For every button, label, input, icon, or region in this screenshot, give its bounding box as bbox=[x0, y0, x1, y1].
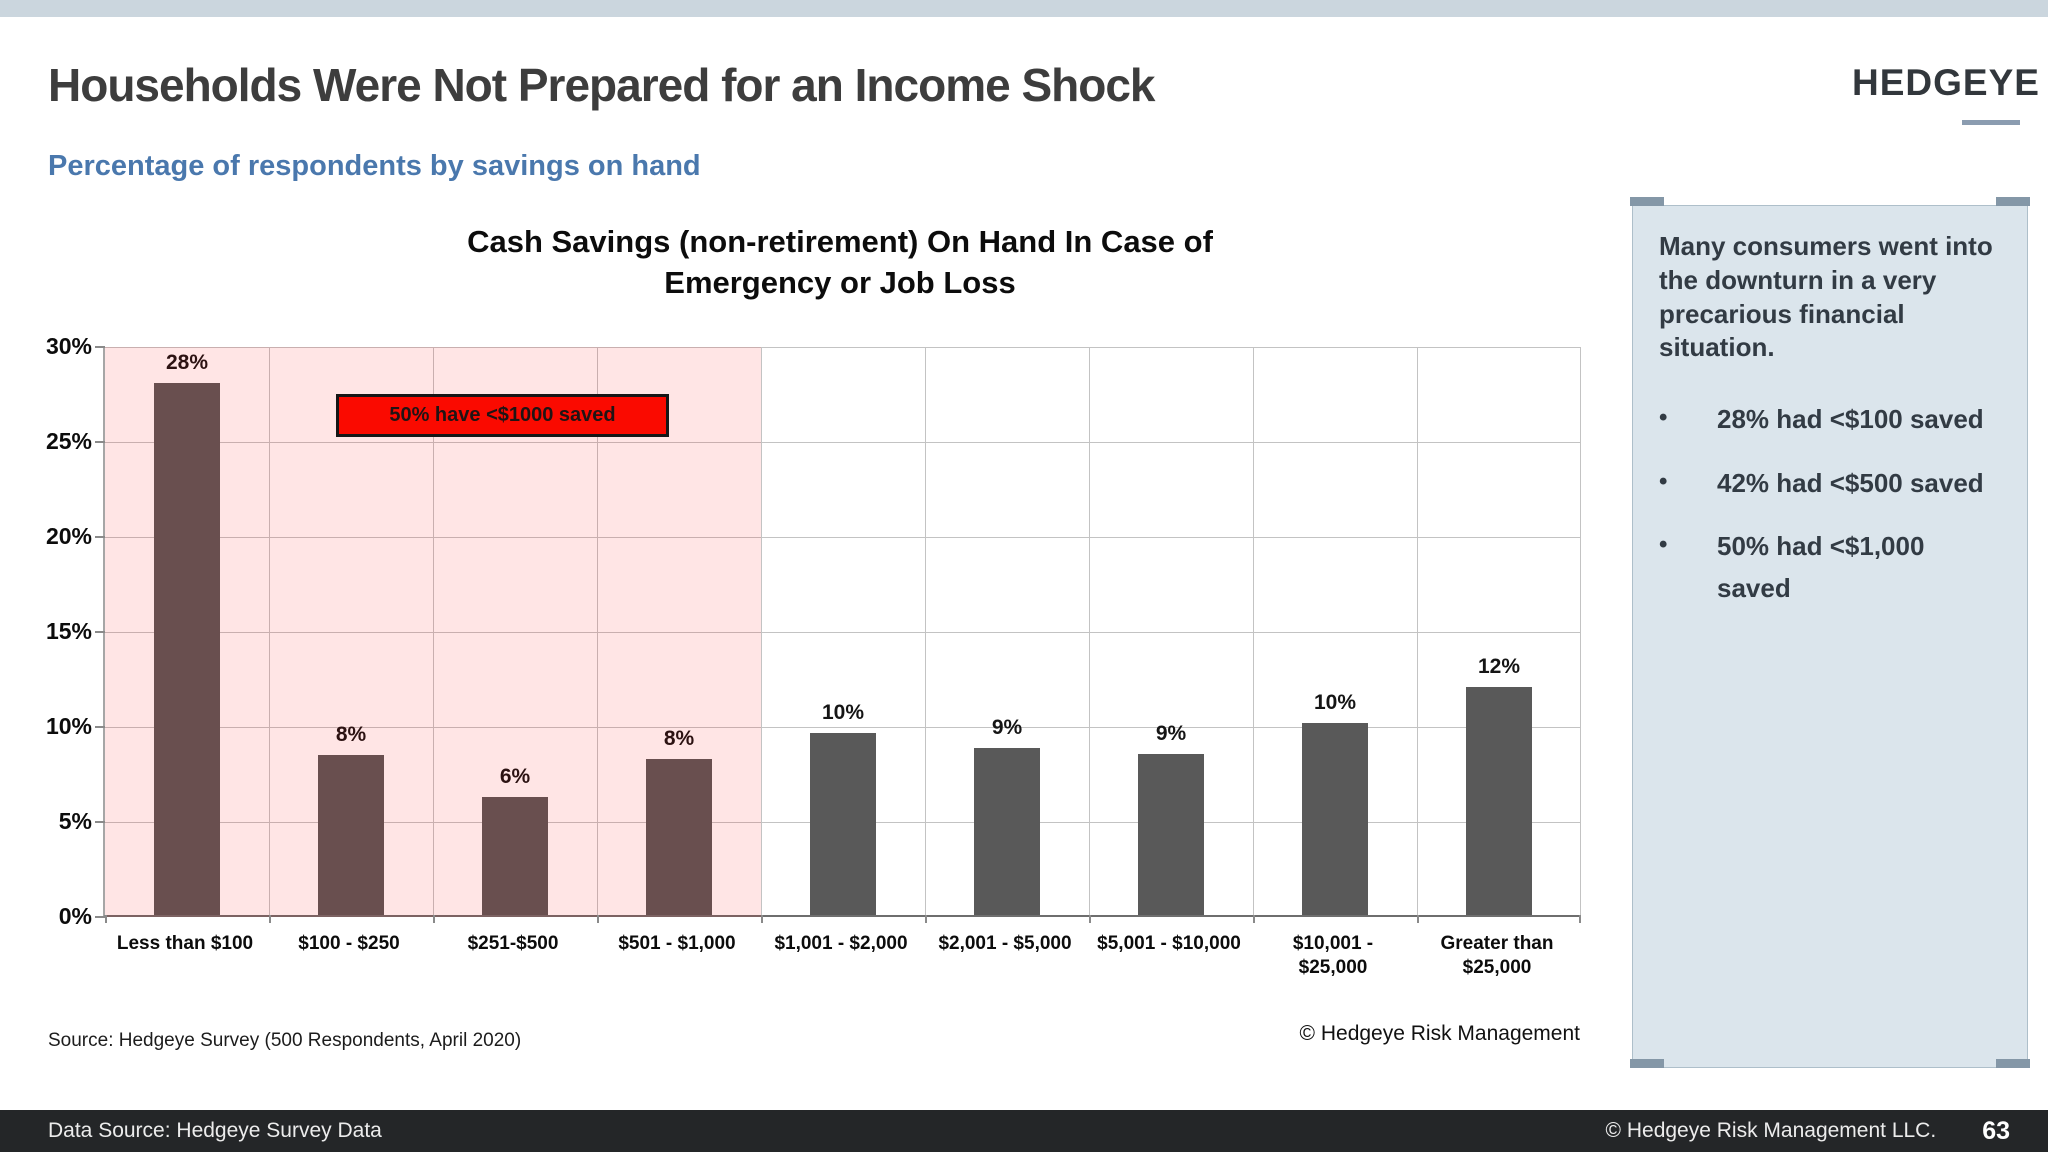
bar-value-label: 28% bbox=[165, 351, 209, 374]
bullet-dot: • bbox=[1659, 404, 1668, 432]
x-axis-tick bbox=[925, 915, 927, 923]
gridline-vertical bbox=[1580, 347, 1581, 917]
y-axis-label: 20% bbox=[45, 523, 92, 549]
x-axis-tick bbox=[1089, 915, 1091, 923]
bar-value-label: 6% bbox=[499, 765, 531, 789]
page-number: 63 bbox=[1982, 1116, 2010, 1145]
highlight-region bbox=[105, 347, 761, 917]
bar-chart-plot-area: 28% 8% 6% 8% 10% 9% 9% 10% 12% 50% have <$1000 sa… bbox=[95, 346, 1581, 923]
bar-value-label: 8% bbox=[663, 727, 695, 751]
panel-corner-tab bbox=[1630, 197, 1664, 206]
bullet-text: 42% had <$500 saved bbox=[1717, 467, 1984, 498]
gridline-horizontal bbox=[105, 727, 1581, 728]
panel-corner-tab bbox=[1996, 197, 2030, 206]
footer-bar: Data Source: Hedgeye Survey Data © Hedge… bbox=[0, 1110, 2048, 1152]
x-axis-tick bbox=[1253, 915, 1255, 923]
gridline-horizontal bbox=[105, 442, 1581, 443]
bar-1 bbox=[154, 383, 220, 915]
chart-copyright: © Hedgeye Risk Management bbox=[1299, 1022, 1580, 1045]
gridline-horizontal bbox=[105, 347, 1581, 348]
annotation-text: 50% have <$1000 saved bbox=[389, 404, 616, 426]
gridline-horizontal bbox=[105, 632, 1581, 633]
y-axis-tick bbox=[95, 631, 105, 633]
gridline-vertical bbox=[1089, 347, 1090, 917]
x-axis-tick bbox=[1417, 915, 1419, 923]
y-axis-label: 0% bbox=[58, 903, 92, 929]
bullet-text: 28% had <$100 saved bbox=[1717, 404, 1984, 435]
callout-bullet-list: • 28% had <$100 saved • 42% had <$500 saved… bbox=[1659, 399, 2001, 609]
bullet-dot: • bbox=[1659, 531, 1668, 559]
hedgeye-logo-text: HEDGEYE bbox=[1852, 62, 2040, 103]
bar-6 bbox=[974, 747, 1040, 915]
bar-2 bbox=[318, 755, 384, 915]
gridline-vertical bbox=[925, 347, 926, 917]
footer-copyright: © Hedgeye Risk Management LLC. bbox=[1605, 1119, 1937, 1142]
x-axis-category-label: $10,001 - $25,000 bbox=[1292, 933, 1374, 978]
source-note: Source: Hedgeye Survey (500 Respondents,… bbox=[48, 1030, 522, 1051]
page-subtitle: Percentage of respondents by savings on … bbox=[48, 150, 701, 182]
bar-5 bbox=[810, 732, 876, 915]
y-axis-tick bbox=[95, 441, 105, 443]
x-axis-category-label: $100 - $250 bbox=[298, 933, 400, 954]
gridline-vertical bbox=[433, 347, 434, 917]
gridline-vertical bbox=[761, 347, 762, 917]
y-axis-label: 25% bbox=[45, 428, 92, 454]
bar-4 bbox=[646, 759, 712, 915]
callout-intro-text: Many consumers went into the downturn in… bbox=[1659, 231, 1993, 363]
page-title: Households Were Not Prepared for an Inco… bbox=[48, 59, 1156, 111]
chart-title: Cash Savings (non-retirement) On Hand In… bbox=[467, 224, 1213, 300]
x-axis-category-label: $251-$500 bbox=[467, 933, 559, 954]
bar-7 bbox=[1138, 753, 1204, 915]
y-axis-tick bbox=[95, 726, 105, 728]
x-axis-tick bbox=[105, 915, 107, 923]
gridline-vertical bbox=[1417, 347, 1418, 917]
gridline-vertical bbox=[1253, 347, 1254, 917]
bar-3 bbox=[482, 797, 548, 915]
bar-value-label: 10% bbox=[821, 700, 865, 724]
bar-value-label: 12% bbox=[1477, 655, 1521, 678]
callout-bullet: • 50% had <$1,000 saved bbox=[1659, 526, 2001, 609]
callout-bullet: • 42% had <$500 saved bbox=[1659, 463, 2001, 505]
y-axis-label: 30% bbox=[45, 333, 92, 359]
y-axis-tick bbox=[95, 346, 105, 348]
hedgeye-logo: HEDGEYE bbox=[1852, 62, 2040, 125]
x-axis-category-label: $2,001 - $5,000 bbox=[938, 933, 1072, 954]
x-axis-tick bbox=[761, 915, 763, 923]
y-axis-label: 15% bbox=[45, 618, 92, 644]
gridline-vertical bbox=[269, 347, 270, 917]
callout-panel: Many consumers went into the downturn in… bbox=[1630, 197, 2030, 1068]
x-axis-category-label: $1,001 - $2,000 bbox=[774, 933, 908, 954]
callout-bullet: • 28% had <$100 saved bbox=[1659, 399, 2001, 441]
top-accent-strip bbox=[0, 0, 2048, 17]
annotation-box: 50% have <$1000 saved bbox=[336, 394, 669, 437]
bar-value-label: 8% bbox=[335, 723, 367, 747]
x-axis-category-label: $501 - $1,000 bbox=[618, 933, 736, 954]
hedgeye-logo-underline bbox=[1962, 120, 2020, 125]
x-axis-category-label: Greater than $25,000 bbox=[1440, 933, 1554, 978]
bullet-dot: • bbox=[1659, 467, 1668, 495]
x-axis-tick bbox=[269, 915, 271, 923]
y-axis-tick bbox=[95, 821, 105, 823]
y-axis-tick bbox=[95, 536, 105, 538]
gridline-horizontal bbox=[105, 537, 1581, 538]
y-axis-tick bbox=[95, 916, 105, 918]
x-axis-tick bbox=[597, 915, 599, 923]
bar-8 bbox=[1302, 723, 1368, 915]
panel-corner-tab bbox=[1630, 1059, 1664, 1068]
bullet-text: 50% had <$1,000 saved bbox=[1717, 531, 1925, 603]
x-axis-tick bbox=[1579, 915, 1581, 923]
panel-corner-tab bbox=[1996, 1059, 2030, 1068]
bar-value-label: 9% bbox=[1155, 721, 1187, 745]
bar-9 bbox=[1466, 687, 1532, 915]
gridline-vertical bbox=[597, 347, 598, 917]
bar-value-label: 10% bbox=[1313, 691, 1357, 715]
y-axis-label: 10% bbox=[45, 713, 92, 739]
bar-value-label: 9% bbox=[991, 715, 1023, 739]
x-axis-tick bbox=[433, 915, 435, 923]
footer-data-source: Data Source: Hedgeye Survey Data bbox=[48, 1119, 382, 1142]
x-axis-category-label: Less than $100 bbox=[116, 933, 254, 954]
y-axis-label: 5% bbox=[58, 808, 92, 834]
x-axis-category-label: $5,001 - $10,000 bbox=[1097, 933, 1241, 954]
